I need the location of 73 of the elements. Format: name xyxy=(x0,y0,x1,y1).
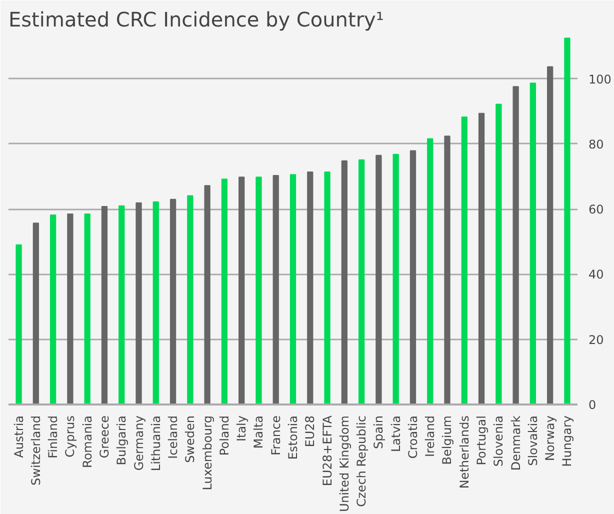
chart-title: Estimated CRC Incidence by Country¹ xyxy=(8,8,384,32)
y-tick-label: 100 xyxy=(588,72,612,86)
y-tick-label: 60 xyxy=(588,202,604,217)
bar xyxy=(67,213,74,404)
bar xyxy=(170,198,176,404)
bar xyxy=(152,201,159,404)
bar xyxy=(84,213,90,404)
bar xyxy=(101,206,108,404)
x-tick-label: EU28 xyxy=(303,415,318,448)
x-tick-label: Switzerland xyxy=(28,415,43,486)
bar xyxy=(392,154,399,404)
bar xyxy=(118,205,125,404)
bar xyxy=(324,171,330,404)
bar xyxy=(187,195,194,404)
bar xyxy=(136,202,142,404)
bar xyxy=(290,174,296,404)
bar xyxy=(238,176,245,404)
x-tick-label: United Kingdom xyxy=(337,415,352,512)
bar xyxy=(564,38,570,404)
x-tick-label: EU28+EFTA xyxy=(320,414,334,486)
bar xyxy=(221,178,228,404)
bar xyxy=(444,136,450,404)
x-tick-label: Cyprus xyxy=(63,416,78,458)
bar xyxy=(16,244,22,404)
x-tick-label: Belgium xyxy=(440,415,454,465)
y-tick-label: 0 xyxy=(588,398,596,412)
x-tick-label: Latvia xyxy=(388,415,403,452)
bar xyxy=(376,154,382,404)
x-tick-label: Netherlands xyxy=(457,415,472,489)
x-tick-label: Austria xyxy=(12,415,26,458)
x-tick-label: Malta xyxy=(252,415,266,449)
bar xyxy=(427,138,434,404)
bar xyxy=(204,185,210,404)
y-tick-label: 40 xyxy=(588,268,604,282)
x-tick-label: Poland xyxy=(217,416,232,456)
bar xyxy=(461,116,468,404)
y-tick-label: 20 xyxy=(588,332,604,347)
x-tick-label: Lithuania xyxy=(148,415,163,472)
x-tick-label: Estonia xyxy=(286,415,300,460)
x-tick-label: Spain xyxy=(372,415,386,450)
bar xyxy=(358,159,365,404)
x-tick-label: Denmark xyxy=(508,415,523,471)
x-tick-label: Sweden xyxy=(183,416,198,463)
bar xyxy=(50,214,56,404)
x-tick-label: Bulgaria xyxy=(114,416,129,466)
x-tick-label: Germany xyxy=(132,416,146,471)
x-tick-label: France xyxy=(268,415,283,456)
bar xyxy=(256,176,262,404)
x-tick-label: Iceland xyxy=(166,415,180,459)
x-tick-label: Romania xyxy=(80,415,94,468)
bar xyxy=(307,171,314,404)
x-tick-label: Portugal xyxy=(474,415,489,466)
bar xyxy=(496,104,502,404)
x-tick-label: Slovakia xyxy=(526,415,540,466)
bar xyxy=(341,160,348,404)
bar xyxy=(32,222,39,404)
x-tick-label: Greece xyxy=(97,415,112,458)
x-tick-label: Hungary xyxy=(560,415,574,467)
bar xyxy=(530,82,536,404)
x-tick-label: Italy xyxy=(234,415,249,442)
x-tick-label: Czech Republic xyxy=(354,415,369,507)
bar xyxy=(547,66,554,404)
x-tick-label: Finland xyxy=(46,415,60,458)
y-tick-label: 80 xyxy=(588,137,604,152)
bar xyxy=(272,175,279,404)
bar xyxy=(478,112,485,404)
x-tick-label: Ireland xyxy=(423,415,438,457)
bar xyxy=(410,150,416,404)
bar xyxy=(512,86,519,404)
x-tick-label: Luxembourg xyxy=(200,415,214,490)
x-tick-label: Norway xyxy=(543,415,558,462)
x-tick-label: Croatia xyxy=(406,415,420,459)
x-tick-label: Slovenia xyxy=(492,415,506,467)
